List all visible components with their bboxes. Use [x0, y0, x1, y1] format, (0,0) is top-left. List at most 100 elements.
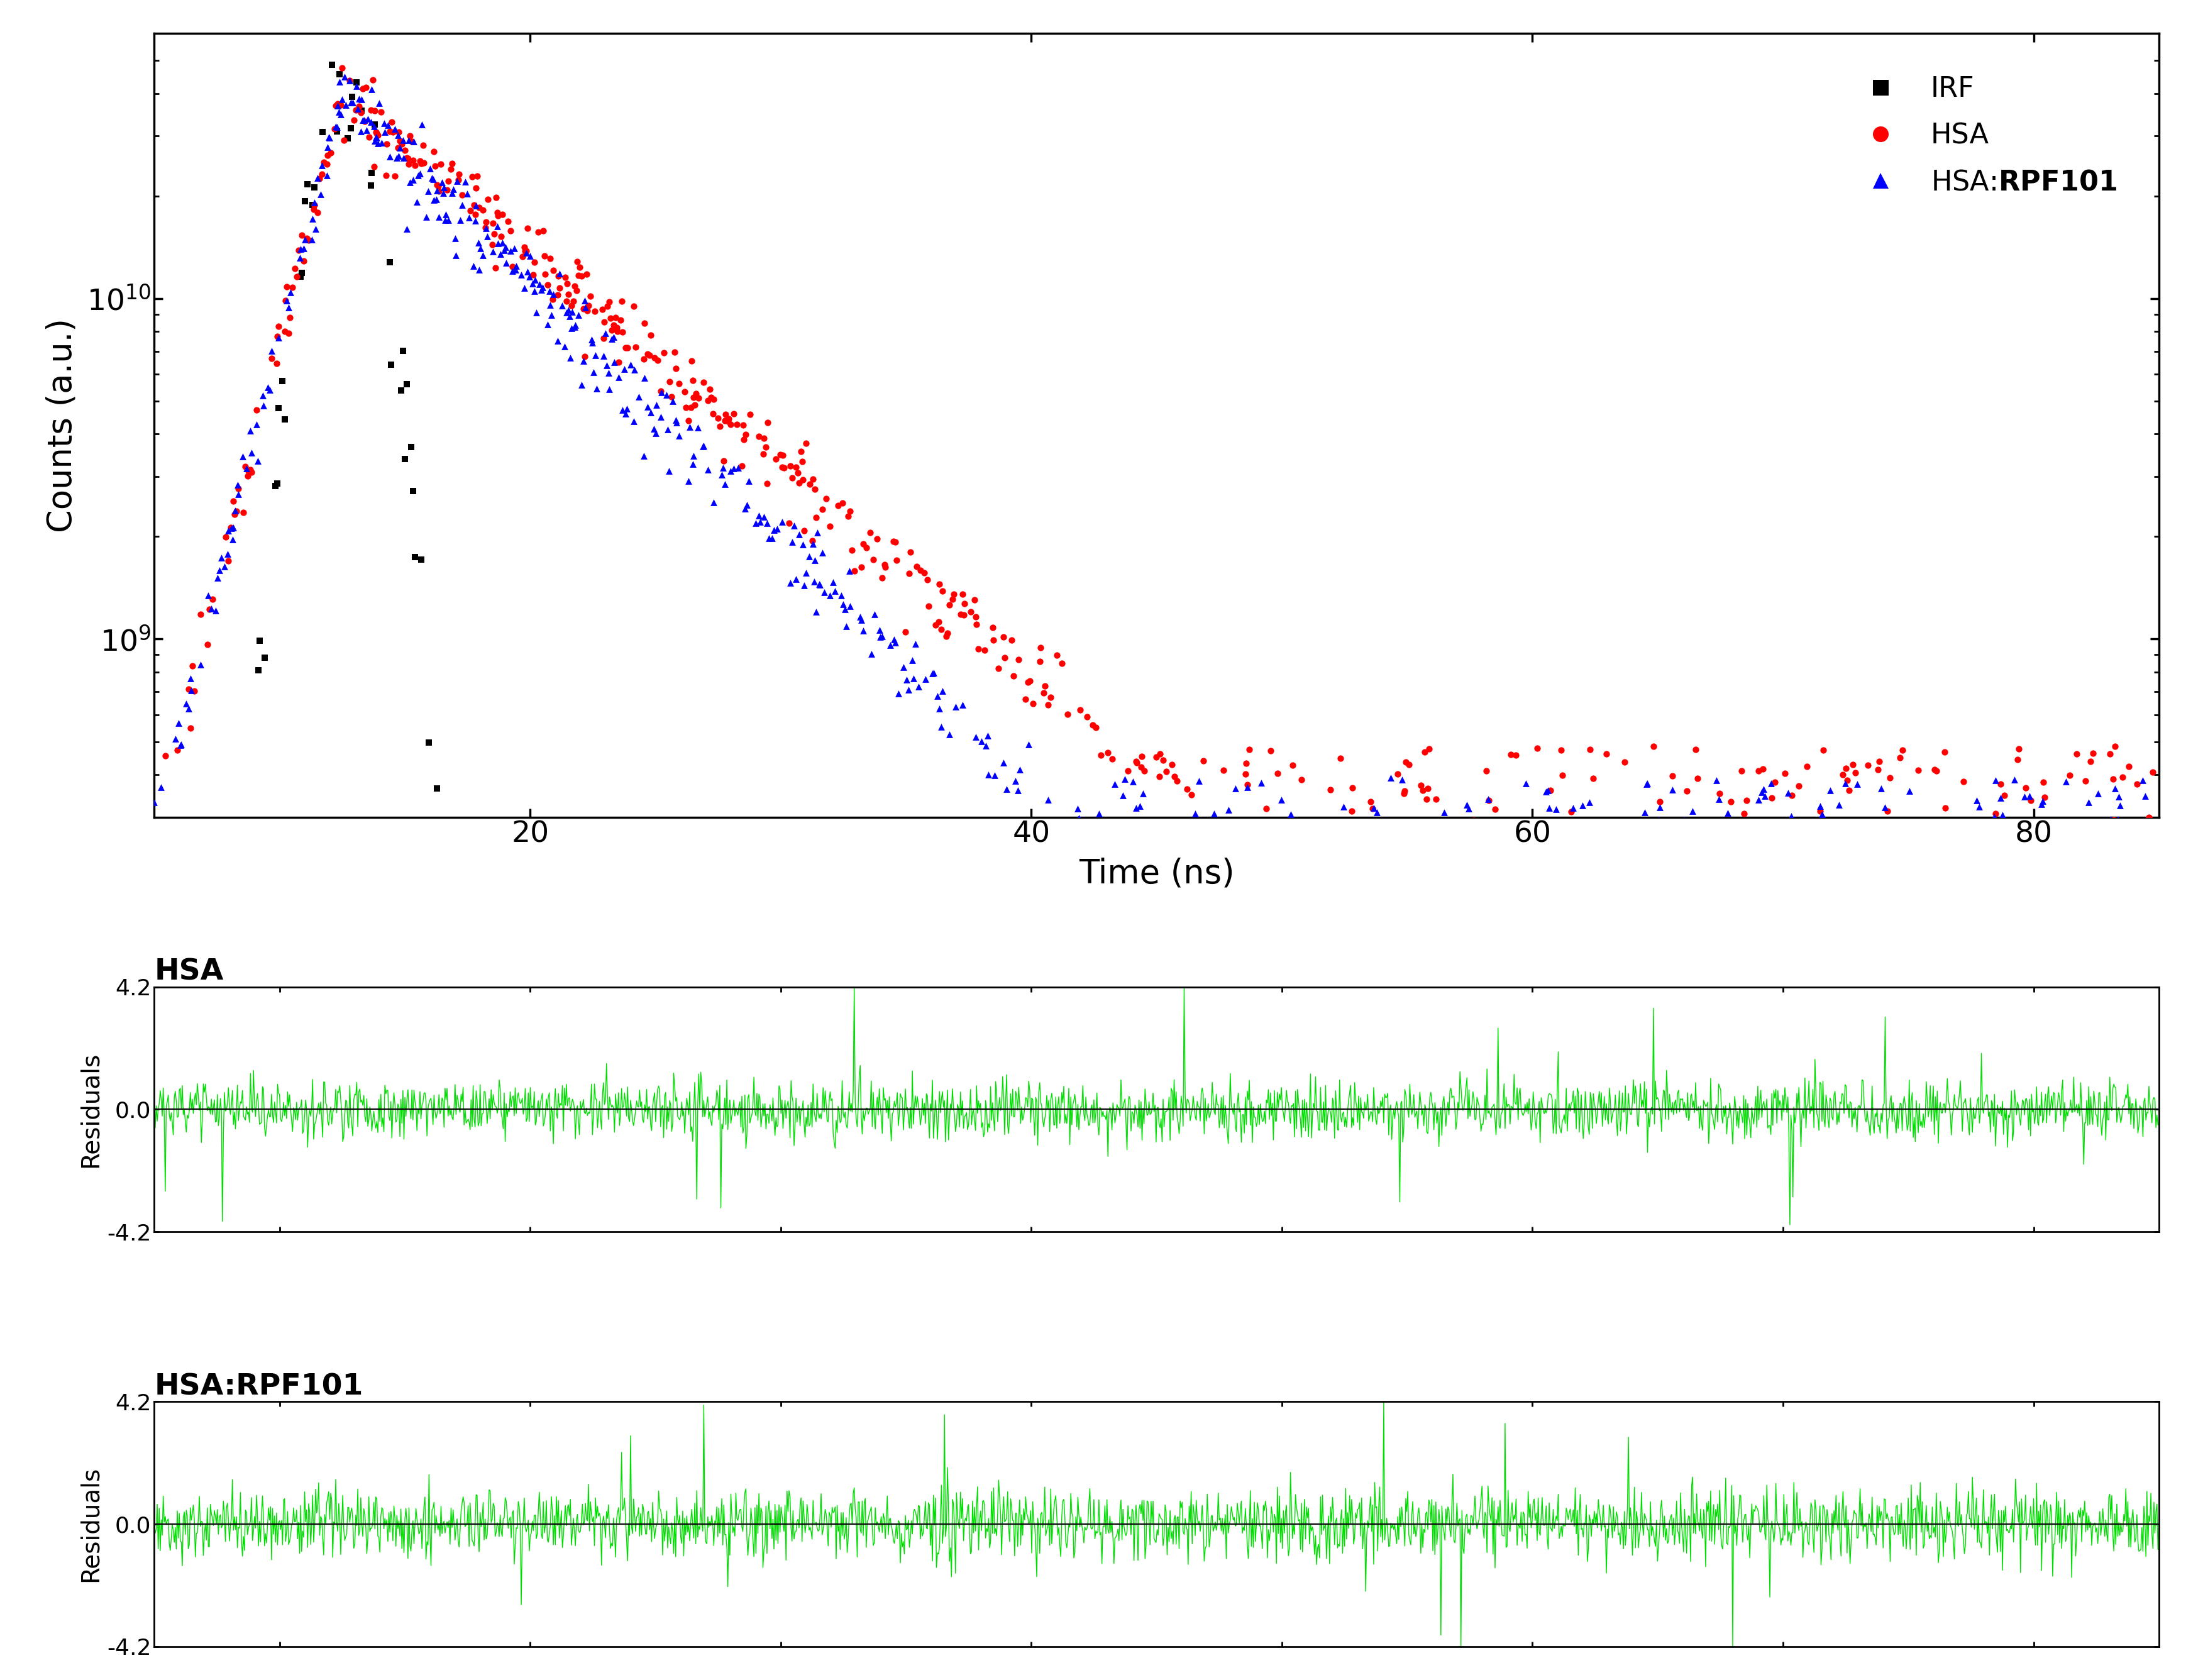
Point [476, 239, 511, 265]
Point [1641, 1134, 1676, 1161]
Point [1502, 1307, 1538, 1334]
Point [183, 601, 218, 628]
Point [1965, 853, 2000, 880]
Point [881, 680, 916, 707]
Point [1154, 823, 1190, 850]
Point [1690, 1307, 1725, 1334]
Point [2075, 739, 2110, 766]
Point [1928, 738, 1963, 764]
Point [359, 124, 394, 151]
Point [339, 96, 375, 123]
Point [370, 131, 405, 158]
Point [1828, 1090, 1864, 1117]
Point [1740, 786, 1776, 813]
Point [1335, 774, 1370, 801]
Point [604, 1117, 639, 1144]
Point [2053, 1142, 2088, 1169]
Point [1190, 1013, 1225, 1040]
Point [524, 276, 560, 302]
Point [322, 97, 357, 124]
Point [1229, 749, 1265, 776]
Point [969, 722, 1005, 749]
Point [205, 1105, 240, 1132]
Point [357, 113, 392, 139]
Point [630, 341, 665, 368]
Point [1408, 739, 1443, 766]
Point [326, 126, 361, 153]
Point [731, 467, 767, 494]
Point [601, 349, 637, 376]
Point [1478, 1001, 1513, 1028]
Point [308, 151, 344, 178]
Point [1767, 759, 1802, 786]
Point [405, 150, 441, 176]
Point [1665, 1089, 1701, 1116]
Point [1630, 769, 1665, 796]
Point [317, 92, 352, 119]
Point [685, 433, 720, 460]
Point [1967, 808, 2003, 835]
Point [1108, 1077, 1143, 1104]
Point [1174, 811, 1209, 838]
Point [1278, 827, 1313, 853]
Point [1273, 1284, 1309, 1310]
Point [1899, 1151, 1934, 1178]
Point [1161, 931, 1196, 958]
Point [350, 106, 386, 133]
Legend: IRF, HSA, HSA:$\mathbf{RPF101}$: IRF, HSA, HSA:$\mathbf{RPF101}$ [1824, 47, 2146, 223]
Point [251, 376, 286, 403]
Point [778, 454, 813, 480]
Point [271, 321, 306, 348]
Point [2014, 786, 2049, 813]
Point [2011, 1307, 2047, 1334]
Point [480, 203, 516, 230]
Point [965, 727, 1000, 754]
Point [335, 89, 370, 116]
Point [487, 237, 522, 264]
Point [509, 259, 544, 286]
Point [1835, 751, 1870, 778]
Point [2036, 1158, 2071, 1184]
Point [780, 1226, 815, 1253]
Point [621, 383, 656, 410]
Point [643, 403, 679, 430]
Point [1432, 1121, 1467, 1147]
Point [2113, 1131, 2148, 1158]
Point [1044, 650, 1079, 677]
Point [516, 1114, 551, 1141]
Point [597, 316, 632, 343]
Point [626, 346, 661, 373]
Point [1260, 759, 1295, 786]
Point [1355, 795, 1390, 822]
Point [458, 193, 493, 220]
Point [767, 455, 802, 482]
Point [516, 262, 551, 289]
Point [910, 566, 945, 593]
Point [575, 360, 610, 386]
Point [2108, 852, 2144, 879]
Point [945, 581, 980, 608]
Point [650, 381, 685, 408]
Point [905, 1211, 941, 1238]
Point [2027, 769, 2062, 796]
Point [341, 86, 377, 113]
Point [2095, 1205, 2130, 1231]
Point [1465, 872, 1500, 899]
Point [870, 1092, 905, 1119]
Point [632, 321, 668, 348]
Point [339, 72, 375, 99]
Point [1311, 1307, 1346, 1334]
Point [1712, 1307, 1747, 1334]
Point [659, 410, 694, 437]
Point [659, 407, 694, 433]
Point [976, 761, 1011, 788]
Point [1174, 781, 1209, 808]
Point [749, 433, 784, 460]
Point [1665, 806, 1701, 833]
Point [916, 659, 952, 685]
Point [205, 544, 240, 571]
Point [668, 395, 703, 422]
Point [1491, 1090, 1527, 1117]
Point [1573, 736, 1608, 763]
Point [2102, 793, 2137, 820]
